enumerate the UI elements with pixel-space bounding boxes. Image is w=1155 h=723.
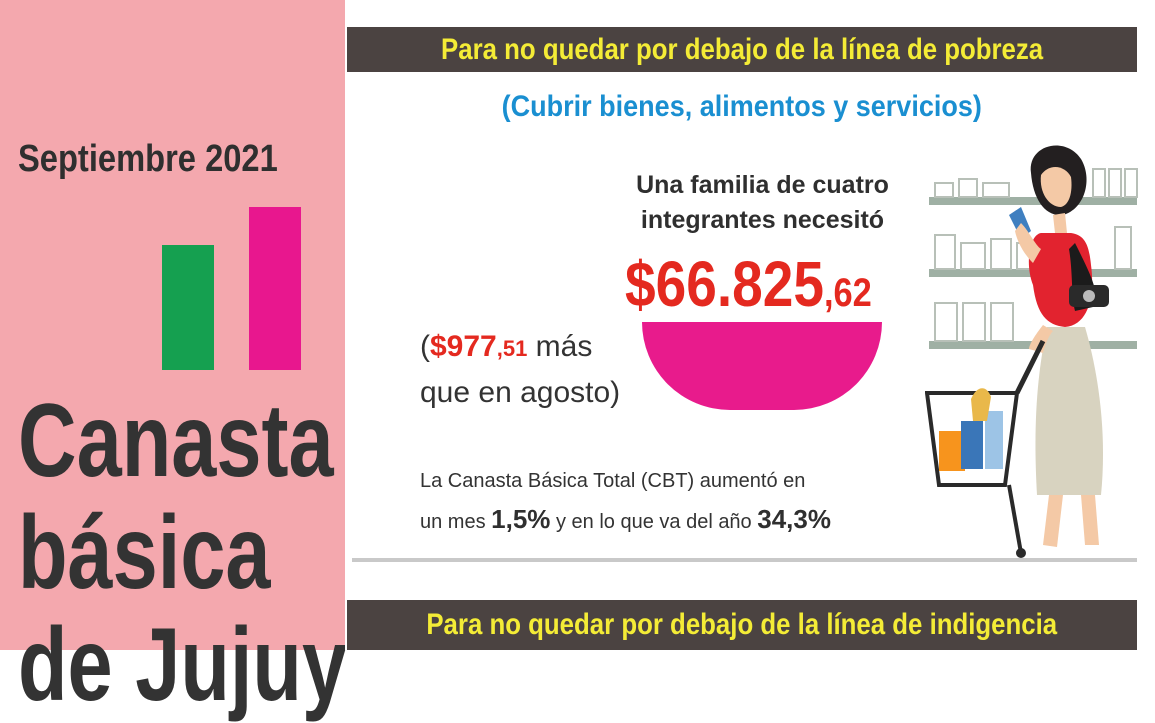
title-line-1: Canasta <box>18 383 334 499</box>
cbt-increase-text: La Canasta Básica Total (CBT) aumentó en… <box>420 462 940 541</box>
price-main: $66.825 <box>625 248 824 320</box>
cbt-line-1: La Canasta Básica Total (CBT) aumentó en <box>420 470 806 492</box>
green-bar-icon <box>162 245 214 370</box>
diff-line-2: que en agosto) <box>420 376 621 409</box>
woman-shopping-cart-illustration <box>925 145 1138 558</box>
family-line-1: Una familia de cuatro <box>636 171 889 199</box>
monthly-difference: ($977,51 más que en agosto) <box>420 325 660 415</box>
basket-price: $66.825,62 <box>625 247 872 321</box>
cbt-year-pct: 34,3% <box>757 504 831 534</box>
diff-cents: ,51 <box>496 336 528 361</box>
diff-more: más <box>527 330 593 363</box>
cbt-prefix: un mes <box>420 511 492 533</box>
price-cents: ,62 <box>823 271 872 315</box>
left-panel: Septiembre 2021 Canasta básica de Jujuy <box>0 0 347 721</box>
family-caption: Una familia de cuatro integrantes necesi… <box>590 168 935 238</box>
month-label: Septiembre 2021 <box>18 138 278 180</box>
half-circle-decoration <box>642 322 882 410</box>
cbt-month-pct: 1,5% <box>491 504 551 534</box>
poverty-banner: Para no quedar por debajo de la línea de… <box>347 27 1137 72</box>
indigence-banner: Para no quedar por debajo de la línea de… <box>347 600 1137 650</box>
divider-line <box>352 558 1137 562</box>
main-title: Canasta básica de Jujuy <box>18 383 348 723</box>
poverty-subtitle-text: (Cubrir bienes, alimentos y servicios) <box>501 90 983 123</box>
title-line-3: de Jujuy <box>18 607 348 723</box>
poverty-banner-text: Para no quedar por debajo de la línea de… <box>440 32 1044 66</box>
woman-figure-icon <box>1009 145 1109 547</box>
family-line-2: integrantes necesitó <box>640 206 885 234</box>
poverty-subtitle: (Cubrir bienes, alimentos y servicios) <box>347 90 1137 124</box>
indigence-banner-text: Para no quedar por debajo de la línea de… <box>426 608 1058 641</box>
title-line-2: básica <box>18 495 271 611</box>
diff-open: ( <box>420 330 430 363</box>
cbt-middle: y en lo que va del año <box>550 511 758 533</box>
diff-amount: $977 <box>430 330 497 363</box>
pink-bar-icon <box>249 207 301 370</box>
shopping-cart-icon <box>925 339 1046 558</box>
